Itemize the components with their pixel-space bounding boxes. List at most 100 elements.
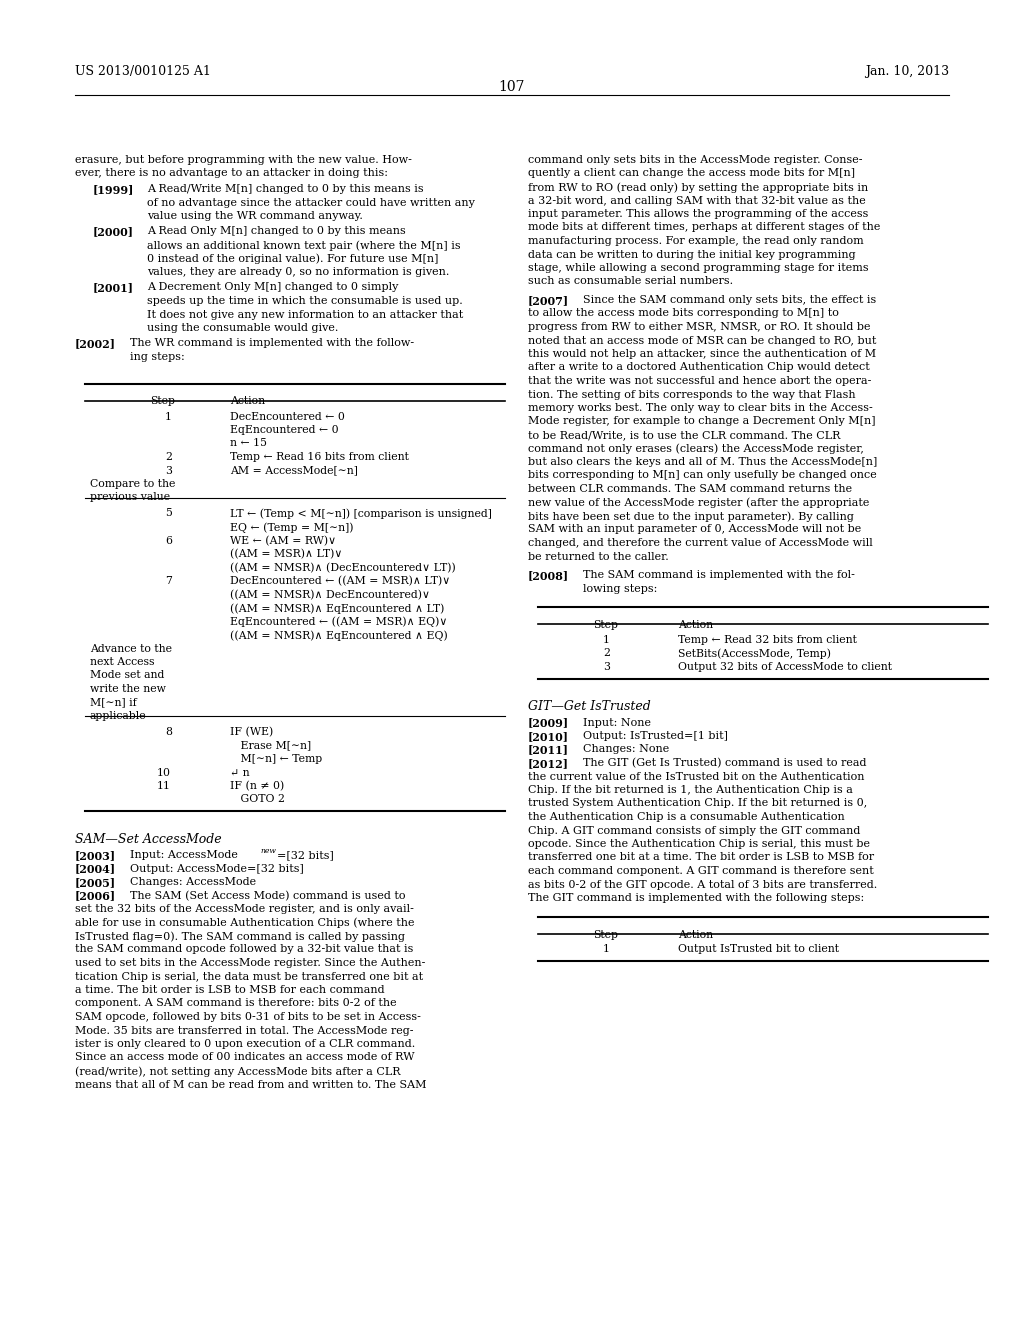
Text: to allow the access mode bits corresponding to M[n] to: to allow the access mode bits correspond… — [528, 309, 839, 318]
Text: next Access: next Access — [90, 657, 155, 667]
Text: input parameter. This allows the programming of the access: input parameter. This allows the program… — [528, 209, 868, 219]
Text: [2012]: [2012] — [528, 758, 569, 770]
Text: A Read Only M[n] changed to 0 by this means: A Read Only M[n] changed to 0 by this me… — [147, 227, 406, 236]
Text: The GIT command is implemented with the following steps:: The GIT command is implemented with the … — [528, 894, 864, 903]
Text: The SAM command is implemented with the fol-: The SAM command is implemented with the … — [583, 570, 855, 579]
Text: M[∼n] ← Temp: M[∼n] ← Temp — [230, 754, 323, 764]
Text: erasure, but before programming with the new value. How-: erasure, but before programming with the… — [75, 154, 412, 165]
Text: 2: 2 — [165, 451, 172, 462]
Text: this would not help an attacker, since the authentication of M: this would not help an attacker, since t… — [528, 348, 877, 359]
Text: a time. The bit order is LSB to MSB for each command: a time. The bit order is LSB to MSB for … — [75, 985, 385, 995]
Text: using the consumable would give.: using the consumable would give. — [147, 323, 338, 333]
Text: component. A SAM command is therefore: bits 0-2 of the: component. A SAM command is therefore: b… — [75, 998, 396, 1008]
Text: of no advantage since the attacker could have written any: of no advantage since the attacker could… — [147, 198, 475, 207]
Text: EqEncountered ← 0: EqEncountered ← 0 — [230, 425, 339, 436]
Text: ↵ n: ↵ n — [230, 767, 250, 777]
Text: SAM—Set AccessMode: SAM—Set AccessMode — [75, 833, 221, 846]
Text: 107: 107 — [499, 81, 525, 94]
Text: US 2013/0010125 A1: US 2013/0010125 A1 — [75, 65, 211, 78]
Text: [2003]: [2003] — [75, 850, 116, 861]
Text: tication Chip is serial, the data must be transferred one bit at: tication Chip is serial, the data must b… — [75, 972, 423, 982]
Text: Mode set and: Mode set and — [90, 671, 165, 681]
Text: allows an additional known text pair (where the M[n] is: allows an additional known text pair (wh… — [147, 240, 461, 251]
Text: 1: 1 — [603, 635, 610, 645]
Text: It does not give any new information to an attacker that: It does not give any new information to … — [147, 309, 463, 319]
Text: GOTO 2: GOTO 2 — [230, 795, 285, 804]
Text: [2000]: [2000] — [93, 227, 134, 238]
Text: between CLR commands. The SAM command returns the: between CLR commands. The SAM command re… — [528, 484, 852, 494]
Text: progress from RW to either MSR, NMSR, or RO. It should be: progress from RW to either MSR, NMSR, or… — [528, 322, 870, 333]
Text: Chip. If the bit returned is 1, the Authentication Chip is a: Chip. If the bit returned is 1, the Auth… — [528, 785, 853, 795]
Text: WE ← (AM = RW)∨: WE ← (AM = RW)∨ — [230, 536, 336, 545]
Text: 2: 2 — [603, 648, 610, 659]
Text: SAM opcode, followed by bits 0-31 of bits to be set in Access-: SAM opcode, followed by bits 0-31 of bit… — [75, 1012, 421, 1022]
Text: 7: 7 — [165, 576, 172, 586]
Text: Since the SAM command only sets bits, the effect is: Since the SAM command only sets bits, th… — [583, 294, 877, 305]
Text: [2006]: [2006] — [75, 891, 116, 902]
Text: but also clears the keys and all of M. Thus the AccessMode[n]: but also clears the keys and all of M. T… — [528, 457, 878, 467]
Text: DecEncountered ← ((AM = MSR)∧ LT)∨: DecEncountered ← ((AM = MSR)∧ LT)∨ — [230, 576, 451, 586]
Text: DecEncountered ← 0: DecEncountered ← 0 — [230, 412, 345, 421]
Text: Step: Step — [593, 620, 618, 630]
Text: new value of the AccessMode register (after the appropriate: new value of the AccessMode register (af… — [528, 498, 869, 508]
Text: ((AM = NMSR)∧ EqEncountered ∧ LT): ((AM = NMSR)∧ EqEncountered ∧ LT) — [230, 603, 444, 614]
Text: new: new — [260, 847, 275, 855]
Text: Since an access mode of 00 indicates an access mode of RW: Since an access mode of 00 indicates an … — [75, 1052, 415, 1063]
Text: ing steps:: ing steps: — [130, 352, 184, 362]
Text: 6: 6 — [165, 536, 172, 545]
Text: each command component. A GIT command is therefore sent: each command component. A GIT command is… — [528, 866, 873, 876]
Text: =[32 bits]: =[32 bits] — [278, 850, 334, 861]
Text: Output: AccessMode=[32 bits]: Output: AccessMode=[32 bits] — [130, 863, 304, 874]
Text: ((AM = NMSR)∧ EqEncountered ∧ EQ): ((AM = NMSR)∧ EqEncountered ∧ EQ) — [230, 630, 447, 640]
Text: lowing steps:: lowing steps: — [583, 583, 657, 594]
Text: 10: 10 — [157, 767, 171, 777]
Text: 11: 11 — [157, 781, 171, 791]
Text: able for use in consumable Authentication Chips (where the: able for use in consumable Authenticatio… — [75, 917, 415, 928]
Text: such as consumable serial numbers.: such as consumable serial numbers. — [528, 276, 733, 286]
Text: set the 32 bits of the AccessMode register, and is only avail-: set the 32 bits of the AccessMode regist… — [75, 904, 414, 913]
Text: value using the WR command anyway.: value using the WR command anyway. — [147, 211, 362, 220]
Text: opcode. Since the Authentication Chip is serial, this must be: opcode. Since the Authentication Chip is… — [528, 840, 870, 849]
Text: Temp ← Read 32 bits from client: Temp ← Read 32 bits from client — [678, 635, 857, 645]
Text: Jan. 10, 2013: Jan. 10, 2013 — [865, 65, 949, 78]
Text: manufacturing process. For example, the read only random: manufacturing process. For example, the … — [528, 236, 864, 246]
Text: Input: None: Input: None — [583, 718, 651, 727]
Text: stage, while allowing a second programming stage for items: stage, while allowing a second programmi… — [528, 263, 868, 273]
Text: Advance to the: Advance to the — [90, 644, 172, 653]
Text: speeds up the time in which the consumable is used up.: speeds up the time in which the consumab… — [147, 296, 463, 306]
Text: Output 32 bits of AccessMode to client: Output 32 bits of AccessMode to client — [678, 663, 892, 672]
Text: [2009]: [2009] — [528, 718, 569, 729]
Text: as bits 0-2 of the GIT opcode. A total of 3 bits are transferred.: as bits 0-2 of the GIT opcode. A total o… — [528, 879, 878, 890]
Text: be returned to the caller.: be returned to the caller. — [528, 552, 669, 561]
Text: applicable: applicable — [90, 711, 146, 721]
Text: data can be written to during the initial key programming: data can be written to during the initia… — [528, 249, 856, 260]
Text: mode bits at different times, perhaps at different stages of the: mode bits at different times, perhaps at… — [528, 223, 881, 232]
Text: 5: 5 — [165, 508, 172, 519]
Text: the current value of the IsTrusted bit on the Authentication: the current value of the IsTrusted bit o… — [528, 771, 864, 781]
Text: M[∼n] if: M[∼n] if — [90, 697, 137, 708]
Text: The GIT (Get Is Trusted) command is used to read: The GIT (Get Is Trusted) command is used… — [583, 758, 866, 768]
Text: Mode register, for example to change a Decrement Only M[n]: Mode register, for example to change a D… — [528, 417, 876, 426]
Text: IF (WE): IF (WE) — [230, 727, 273, 738]
Text: [2010]: [2010] — [528, 731, 569, 742]
Text: 8: 8 — [165, 727, 172, 737]
Text: transferred one bit at a time. The bit order is LSB to MSB for: transferred one bit at a time. The bit o… — [528, 853, 874, 862]
Text: The WR command is implemented with the follow-: The WR command is implemented with the f… — [130, 338, 414, 348]
Text: GIT—Get IsTrusted: GIT—Get IsTrusted — [528, 701, 650, 714]
Text: the Authentication Chip is a consumable Authentication: the Authentication Chip is a consumable … — [528, 812, 845, 822]
Text: to be Read/Write, is to use the CLR command. The CLR: to be Read/Write, is to use the CLR comm… — [528, 430, 841, 440]
Text: EqEncountered ← ((AM = MSR)∧ EQ)∨: EqEncountered ← ((AM = MSR)∧ EQ)∨ — [230, 616, 447, 627]
Text: Output IsTrusted bit to client: Output IsTrusted bit to client — [678, 945, 839, 954]
Text: The SAM (Set Access Mode) command is used to: The SAM (Set Access Mode) command is use… — [130, 891, 406, 900]
Text: Changes: AccessMode: Changes: AccessMode — [130, 876, 256, 887]
Text: changed, and therefore the current value of AccessMode will: changed, and therefore the current value… — [528, 539, 872, 548]
Text: Step: Step — [593, 929, 618, 940]
Text: IsTrusted flag=0). The SAM command is called by passing: IsTrusted flag=0). The SAM command is ca… — [75, 931, 406, 941]
Text: write the new: write the new — [90, 684, 166, 694]
Text: bits have been set due to the input parameter). By calling: bits have been set due to the input para… — [528, 511, 854, 521]
Text: Temp ← Read 16 bits from client: Temp ← Read 16 bits from client — [230, 451, 409, 462]
Text: 0 instead of the original value). For future use M[n]: 0 instead of the original value). For fu… — [147, 253, 438, 264]
Text: n ← 15: n ← 15 — [230, 438, 267, 449]
Text: 3: 3 — [165, 466, 172, 475]
Text: ((AM = MSR)∧ LT)∨: ((AM = MSR)∧ LT)∨ — [230, 549, 342, 560]
